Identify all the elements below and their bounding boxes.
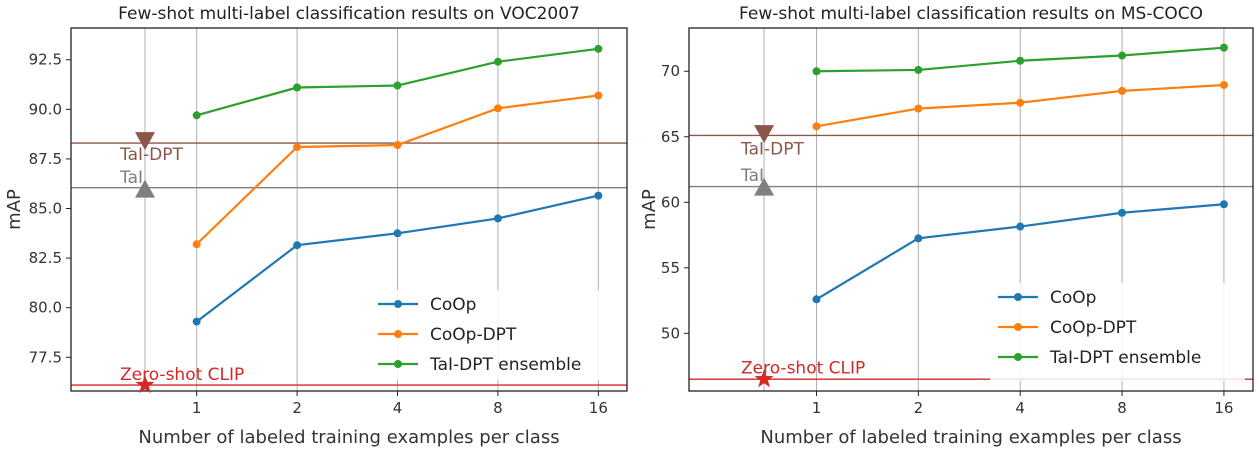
- data-point: [594, 44, 603, 53]
- data-point: [293, 241, 302, 250]
- data-point: [1219, 200, 1228, 209]
- x-tick-label: 1: [192, 399, 202, 417]
- x-tick-label: 16: [1214, 399, 1233, 417]
- x-tick-label: 1: [812, 399, 822, 417]
- plot-frame: [688, 27, 1254, 392]
- legend-swatch-marker: [394, 330, 402, 338]
- chart-panel-1: Few-shot multi-label classification resu…: [4, 4, 628, 448]
- data-point: [812, 67, 821, 76]
- y-tick-label: 65: [661, 128, 680, 146]
- data-point: [914, 104, 923, 113]
- legend-entry: TaI-DPT ensemble: [1049, 348, 1201, 368]
- data-point: [914, 234, 923, 243]
- data-point: [1118, 86, 1127, 95]
- chart-panel-2: Few-shot multi-label classification resu…: [639, 4, 1254, 448]
- x-tick-label: 2: [914, 399, 924, 417]
- y-tick-label: 82.5: [29, 249, 62, 267]
- data-point: [493, 104, 502, 113]
- triangle-down-marker: [135, 132, 156, 151]
- data-point: [914, 65, 923, 74]
- data-point: [192, 111, 201, 120]
- y-axis-label: mAP: [639, 189, 660, 230]
- reference-label: Zero-shot CLIP: [741, 358, 865, 378]
- y-tick-label: 90.0: [29, 100, 62, 118]
- legend-swatch-marker: [394, 360, 402, 368]
- data-point: [1016, 222, 1025, 231]
- triangle-up-marker: [754, 177, 775, 196]
- y-axis-label: mAP: [4, 189, 25, 230]
- x-axis-label: Number of labeled training examples per …: [760, 427, 1181, 448]
- data-point: [192, 317, 201, 326]
- legend-entry: CoOp-DPT: [430, 325, 517, 345]
- x-tick-label: 2: [292, 399, 302, 417]
- y-tick-label: 60: [661, 193, 680, 211]
- legend-swatch-marker: [394, 300, 402, 308]
- legend-swatch-marker: [1014, 293, 1022, 301]
- star-marker: [754, 369, 774, 388]
- chart-title: Few-shot multi-label classification resu…: [739, 4, 1203, 24]
- data-point: [812, 295, 821, 304]
- data-point: [293, 83, 302, 92]
- y-tick-label: 87.5: [29, 150, 62, 168]
- plot-frame: [70, 27, 628, 392]
- triangle-down-marker: [754, 125, 775, 144]
- x-tick-label: 4: [1015, 399, 1025, 417]
- y-tick-label: 55: [661, 259, 680, 277]
- data-point: [594, 91, 603, 100]
- y-tick-label: 80.0: [29, 299, 62, 317]
- legend: CoOp CoOp-DPT TaI-DPT ensemble: [370, 290, 620, 380]
- data-point: [1016, 56, 1025, 65]
- legend-swatch-marker: [1014, 323, 1022, 331]
- data-point: [1118, 51, 1127, 60]
- data-point: [812, 122, 821, 131]
- x-tick-label: 16: [589, 399, 608, 417]
- triangle-up-marker: [135, 179, 156, 198]
- legend-entry: CoOp-DPT: [1050, 318, 1137, 338]
- data-point: [1219, 43, 1228, 52]
- data-point: [192, 240, 201, 249]
- legend-entry: CoOp: [430, 295, 476, 315]
- y-tick-label: 92.5: [29, 51, 62, 69]
- data-point: [493, 57, 502, 66]
- x-axis-label: Number of labeled training examples per …: [138, 427, 559, 448]
- y-tick-label: 77.5: [29, 348, 62, 366]
- legend-entry: CoOp: [1050, 288, 1096, 308]
- data-point: [594, 191, 603, 200]
- y-tick-label: 70: [661, 62, 680, 80]
- chart-title: Few-shot multi-label classification resu…: [118, 4, 580, 24]
- data-point: [393, 229, 402, 238]
- data-point: [1219, 81, 1228, 90]
- reference-label: TaI: [740, 166, 764, 186]
- legend-entry: TaI-DPT ensemble: [429, 355, 581, 375]
- reference-label: TaI-DPT: [119, 145, 183, 165]
- legend-swatch-marker: [1014, 353, 1022, 361]
- reference-label: Zero-shot CLIP: [120, 365, 244, 385]
- x-tick-label: 8: [1117, 399, 1127, 417]
- data-point: [493, 214, 502, 223]
- x-tick-label: 8: [493, 399, 503, 417]
- reference-label: TaI-DPT: [740, 140, 804, 160]
- reference-label: TaI: [119, 168, 143, 188]
- data-point: [1016, 98, 1025, 107]
- data-point: [393, 141, 402, 150]
- star-marker: [135, 375, 155, 394]
- x-tick-label: 4: [393, 399, 403, 417]
- data-point: [293, 143, 302, 152]
- y-tick-label: 50: [661, 324, 680, 342]
- data-point: [393, 81, 402, 90]
- y-tick-label: 85.0: [29, 200, 62, 218]
- legend: CoOp CoOp-DPT TaI-DPT ensemble: [990, 283, 1245, 381]
- legend-box: [990, 283, 1245, 381]
- data-point: [1118, 208, 1127, 217]
